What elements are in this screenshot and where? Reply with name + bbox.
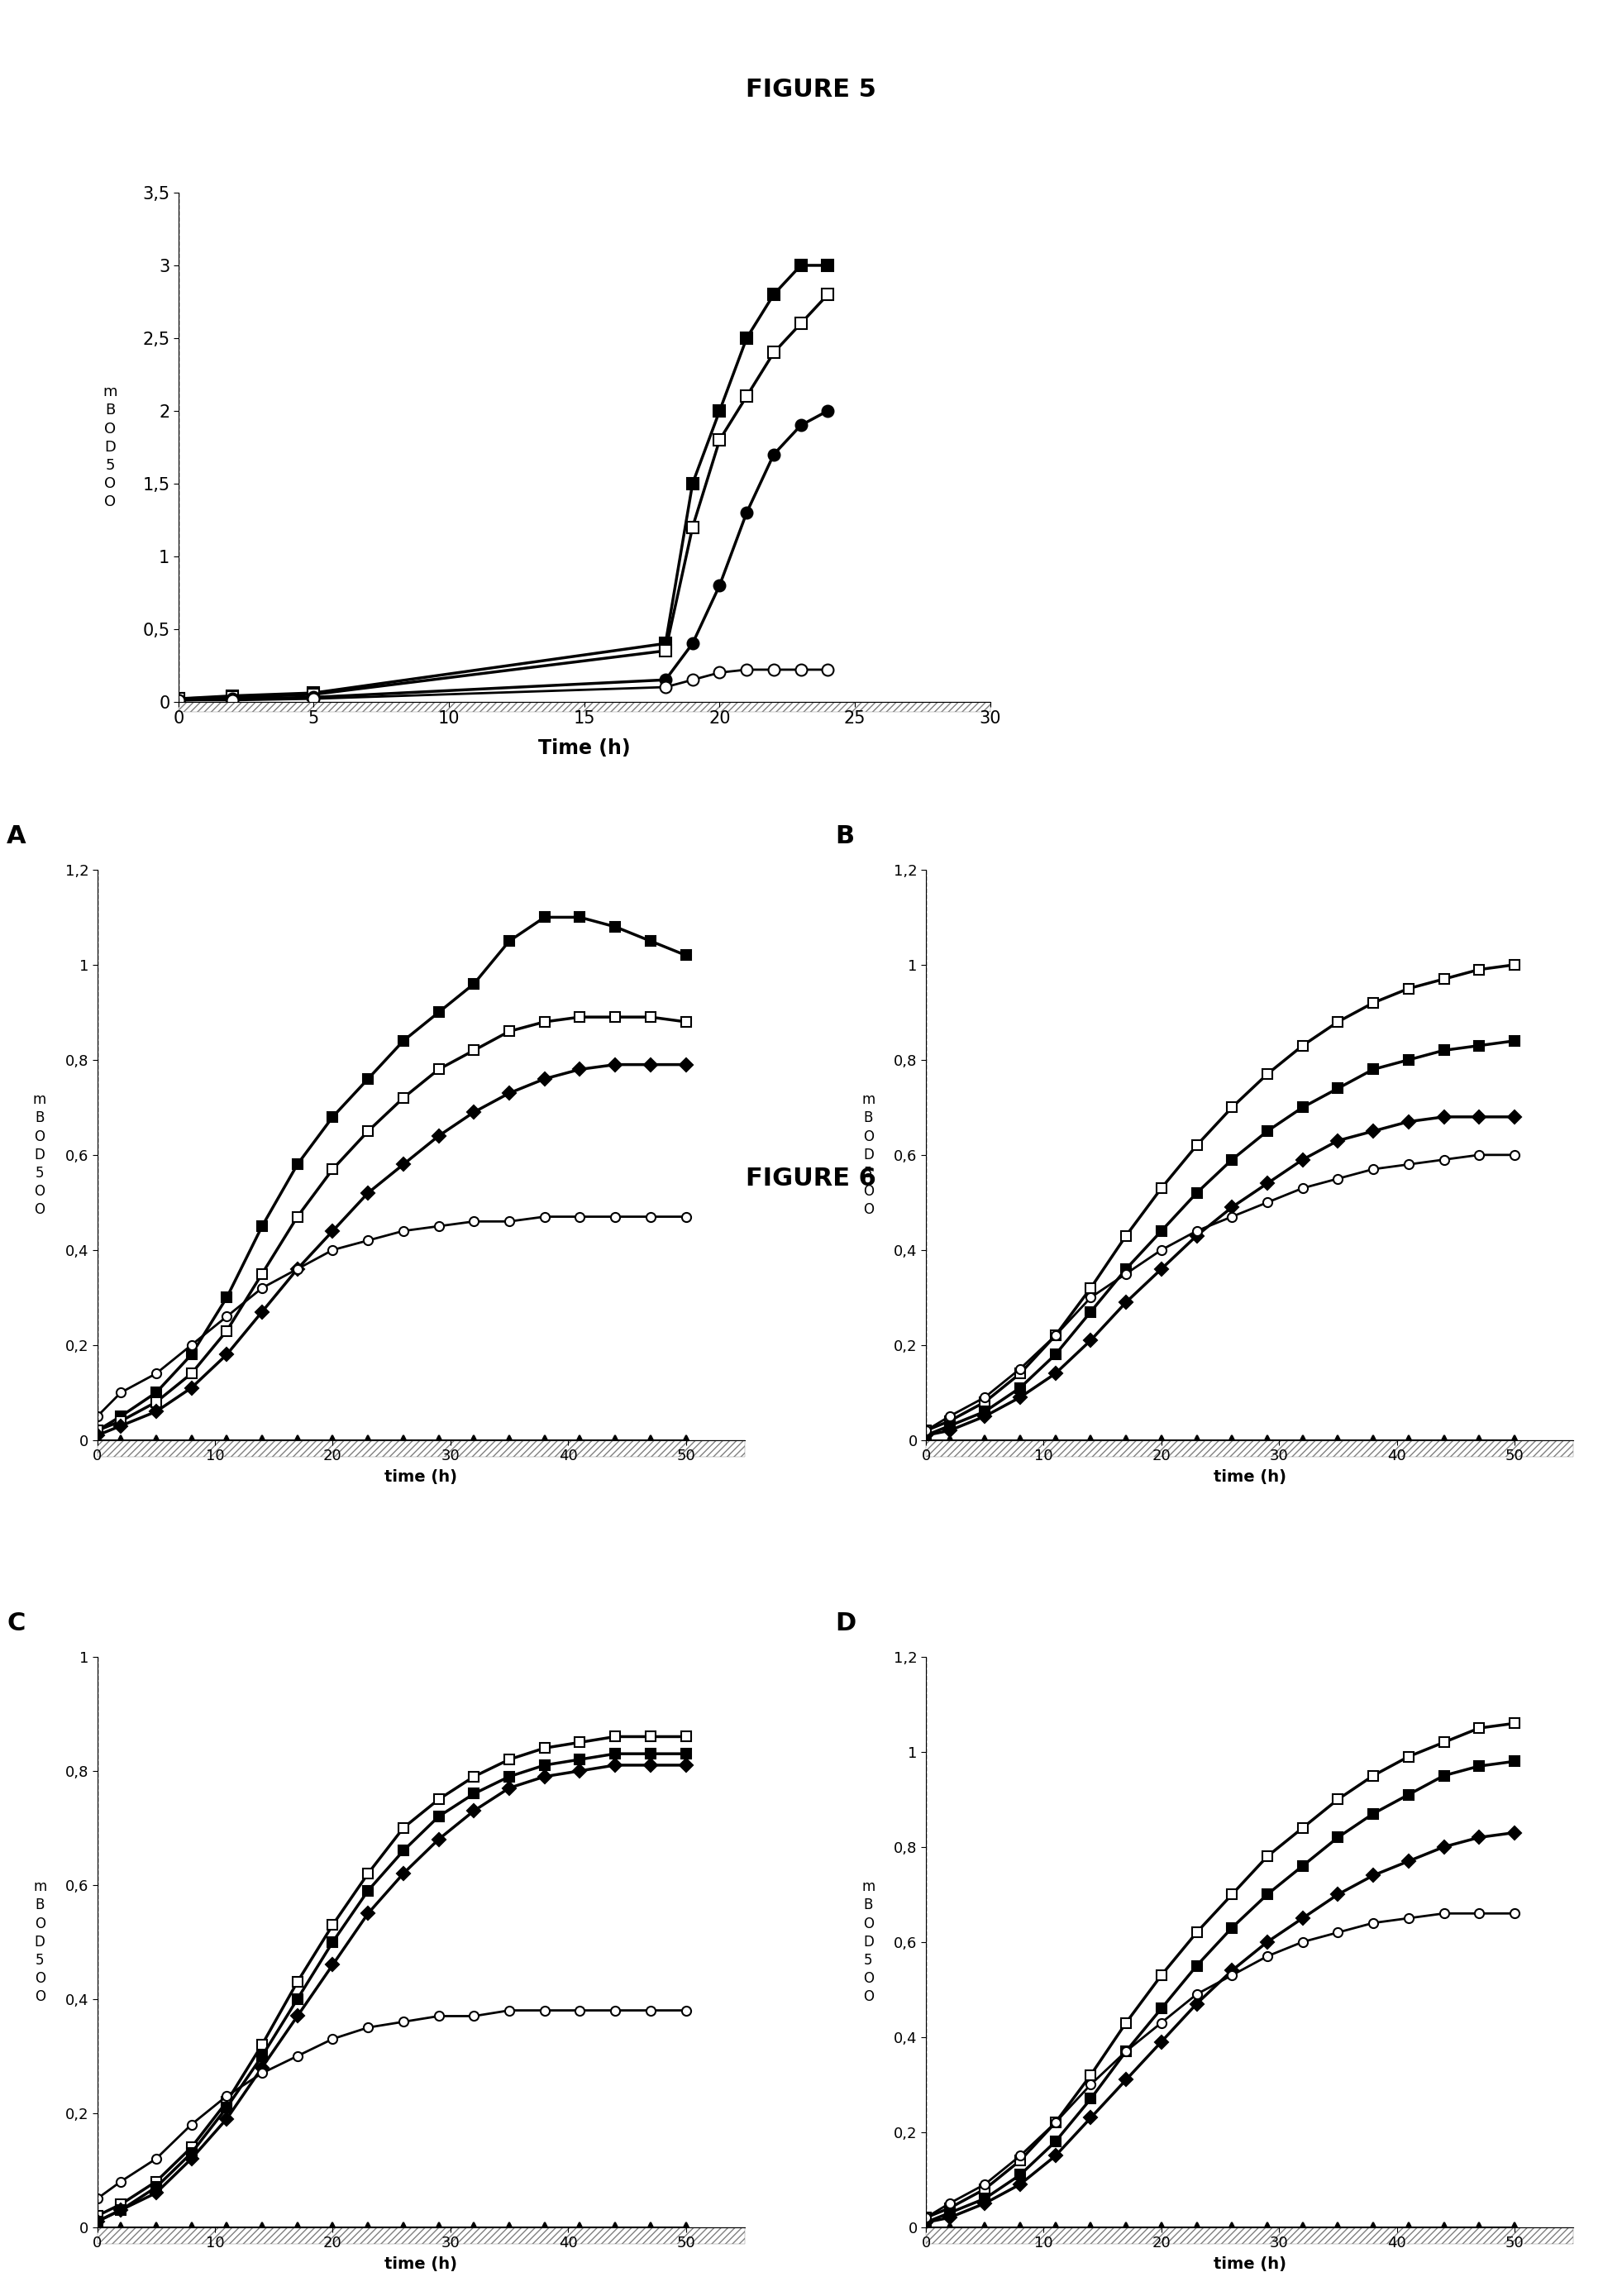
Text: FIGURE 5: FIGURE 5 <box>746 78 876 101</box>
Y-axis label: m
B
O
D
5
O
O: m B O D 5 O O <box>861 1880 876 2004</box>
Text: A: A <box>6 824 26 847</box>
Text: B: B <box>835 824 855 847</box>
Text: C: C <box>6 1612 26 1635</box>
X-axis label: time (h): time (h) <box>1213 2257 1286 2273</box>
Text: D: D <box>835 1612 856 1635</box>
X-axis label: time (h): time (h) <box>384 2257 457 2273</box>
Y-axis label: m
B
O
D
5
O
O: m B O D 5 O O <box>104 386 117 510</box>
Y-axis label: m
B
O
D
5
O
O: m B O D 5 O O <box>861 1093 876 1217</box>
Text: FIGURE 6: FIGURE 6 <box>746 1166 876 1189</box>
Y-axis label: m
B
O
D
5
O
O: m B O D 5 O O <box>32 1880 47 2004</box>
X-axis label: time (h): time (h) <box>384 1469 457 1486</box>
X-axis label: time (h): time (h) <box>1213 1469 1286 1486</box>
X-axis label: Time (h): Time (h) <box>539 739 631 758</box>
Y-axis label: m
B
O
D
5
O
O: m B O D 5 O O <box>32 1093 47 1217</box>
